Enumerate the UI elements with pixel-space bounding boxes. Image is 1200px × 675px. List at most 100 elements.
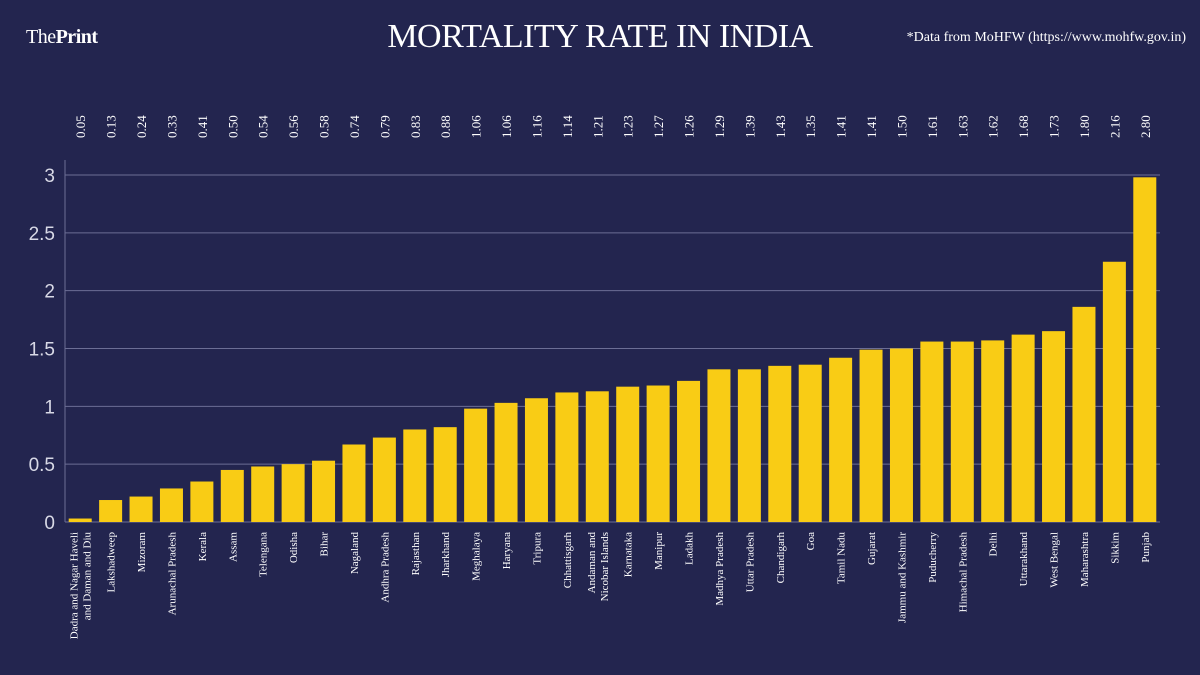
data-label: 1.14 [560, 115, 575, 138]
data-label: 1.41 [864, 115, 879, 138]
category-label: Odisha [288, 532, 300, 563]
data-label: 1.16 [529, 115, 544, 138]
bar [1102, 261, 1126, 522]
bar [524, 398, 548, 522]
data-label: 0.74 [347, 115, 362, 138]
category-label: Uttarakhand [1018, 532, 1030, 587]
y-tick-label: 0.5 [29, 455, 55, 476]
data-label: 1.23 [621, 115, 636, 138]
category-label: Uttar Pradesh [744, 532, 756, 593]
category-label: Andhra Pradesh [379, 532, 391, 603]
bar [220, 469, 244, 522]
bar [1072, 306, 1096, 522]
bar [829, 357, 853, 522]
category-label: Madhya Pradesh [714, 532, 726, 606]
data-label: 1.50 [894, 115, 909, 138]
bar [1011, 334, 1035, 522]
y-tick-label: 1.5 [29, 340, 55, 361]
bar [889, 348, 913, 522]
y-tick-label: 0 [44, 513, 55, 534]
bar [159, 488, 183, 522]
category-label: Jharkhand [440, 532, 452, 578]
bar [403, 429, 427, 522]
category-label: Lakshadweep [106, 532, 118, 593]
bar [342, 444, 366, 522]
category-label: Kerala [197, 532, 209, 561]
bar [312, 460, 336, 522]
category-label: Tamil Nadu [836, 532, 848, 585]
data-label: 0.24 [134, 115, 149, 138]
data-label: 0.33 [164, 115, 179, 138]
bar [251, 466, 275, 522]
category-label: and Daman and Diu [82, 532, 94, 621]
bar [920, 341, 944, 522]
data-label: 0.54 [256, 115, 271, 138]
category-label: Rajasthan [410, 532, 422, 576]
category-label: Tripura [531, 532, 543, 565]
bar [433, 427, 457, 522]
category-label: Meghalaya [471, 532, 483, 581]
category-label: Puducherry [927, 532, 939, 583]
data-label: 1.39 [742, 115, 757, 138]
bar [646, 385, 670, 522]
category-label: Ladakh [684, 532, 696, 565]
data-label: 1.26 [682, 115, 697, 138]
bar [859, 349, 883, 522]
bar [585, 391, 609, 522]
bar [677, 380, 701, 522]
data-label: 0.41 [195, 115, 210, 138]
bar [616, 386, 640, 522]
bar [950, 341, 974, 522]
bar [555, 392, 579, 522]
category-label: Nicobar Islands [599, 532, 611, 601]
bar [798, 364, 822, 522]
category-label: Dadra and Nagar Haveli [69, 532, 81, 639]
category-label: Goa [805, 532, 817, 550]
category-label: Arunachal Pradesh [166, 532, 178, 616]
bar [129, 496, 153, 522]
logo-text-bold: Print [55, 26, 98, 48]
bar [737, 369, 761, 522]
data-label: 0.13 [104, 115, 119, 138]
category-label: Telengana [258, 532, 270, 577]
bar [190, 481, 214, 522]
category-label: Bihar [319, 532, 331, 557]
category-label: Jammu and Kashmir [896, 532, 908, 623]
data-label: 1.61 [925, 115, 940, 138]
data-label: 1.63 [955, 115, 970, 138]
category-label: Punjab [1140, 532, 1152, 563]
y-tick-label: 1 [44, 397, 55, 418]
category-label: Mizoram [136, 532, 148, 573]
bar [707, 369, 731, 522]
bar [99, 500, 123, 522]
category-label: Assam [227, 532, 239, 562]
data-label: 1.06 [499, 115, 514, 138]
data-label: 1.41 [834, 115, 849, 138]
logo-text: The [26, 26, 56, 48]
y-tick-label: 2 [44, 282, 55, 303]
data-label: 1.80 [1077, 115, 1092, 138]
bar [494, 402, 518, 522]
data-label: 0.50 [225, 115, 240, 138]
category-label: Chhattisgarh [562, 532, 574, 589]
data-label: 1.62 [986, 115, 1001, 138]
category-label: Himachal Pradesh [957, 532, 969, 613]
bar [768, 365, 792, 522]
data-label: 1.06 [469, 115, 484, 138]
bar [464, 408, 488, 522]
category-label: Chandigarh [775, 532, 787, 584]
bar [1042, 331, 1066, 522]
data-label: 0.88 [438, 115, 453, 138]
chart-title: MORTALITY RATE IN INDIA [387, 18, 813, 55]
category-label: Andaman and [586, 532, 598, 594]
category-label: Manipur [653, 532, 665, 570]
data-label: 1.27 [651, 115, 666, 138]
data-label: 1.73 [1047, 115, 1062, 138]
data-label: 2.16 [1107, 115, 1122, 138]
category-label: Sikkim [1109, 532, 1121, 564]
data-label: 1.43 [773, 115, 788, 138]
bar [281, 464, 305, 522]
category-label: Karnataka [623, 532, 635, 577]
data-label: 2.80 [1138, 115, 1153, 138]
category-label: Gujarat [866, 532, 878, 565]
